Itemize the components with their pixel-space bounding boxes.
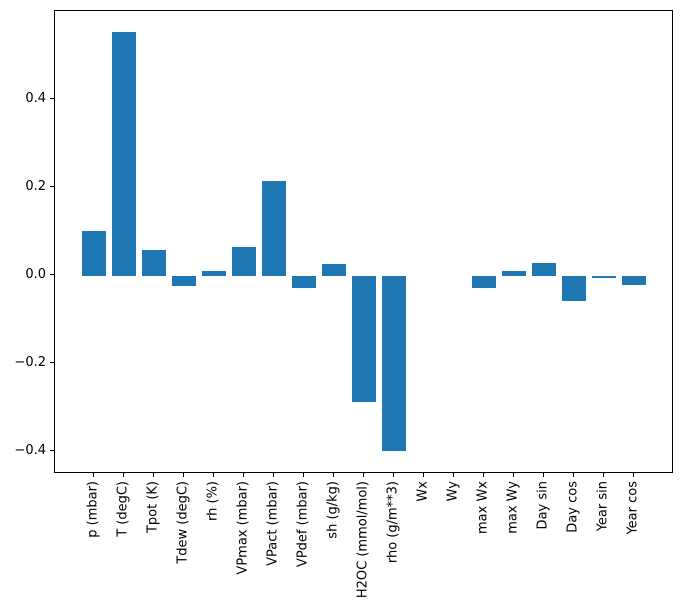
bar-year-sin [592, 275, 616, 278]
x-tick-label-t-degc: T (degC) [115, 481, 131, 537]
y-tick-label: −0.4 [14, 443, 46, 459]
x-tick-mark [602, 473, 604, 477]
x-tick-label-year-sin: Year sin [595, 481, 611, 532]
x-tick-label-vpact-mbar: VPact (mbar) [265, 481, 281, 566]
bar-p-mbar [82, 231, 106, 276]
x-tick-label-wy: Wy [445, 481, 461, 502]
y-tick-mark [50, 362, 54, 364]
x-tick-label-wx: Wx [415, 481, 431, 502]
x-tick-mark [422, 473, 424, 477]
x-tick-mark [272, 473, 274, 477]
bar-rh [202, 271, 226, 276]
y-tick-mark [50, 185, 54, 187]
x-tick-mark [392, 473, 394, 477]
x-tick-mark [212, 473, 214, 477]
bar-sh-g-kg [322, 263, 346, 276]
x-tick-mark [542, 473, 544, 477]
y-tick-label: 0.2 [25, 178, 46, 194]
bar-rho-g-m-3 [382, 275, 406, 451]
y-tick-mark [50, 450, 54, 452]
bar-vpmax-mbar [232, 246, 256, 276]
bar-tdew-degc [172, 275, 196, 287]
y-tick-label: 0.4 [25, 90, 46, 106]
x-tick-mark [92, 473, 94, 477]
x-tick-label-h2oc-mmol-mol: H2OC (mmol/mol) [355, 481, 371, 599]
x-tick-label-max-wx: max Wx [475, 481, 491, 535]
x-tick-mark [122, 473, 124, 477]
x-tick-label-sh-g-kg: sh (g/kg) [325, 481, 341, 539]
plot-area [54, 10, 673, 473]
x-tick-mark [182, 473, 184, 477]
bar-day-cos [562, 275, 586, 302]
bar-t-degc [112, 31, 136, 276]
x-tick-mark [302, 473, 304, 477]
x-tick-label-rh: rh (%) [205, 481, 221, 521]
x-tick-label-vpdef-mbar: VPdef (mbar) [295, 481, 311, 568]
x-tick-mark [512, 473, 514, 477]
x-tick-label-p-mbar: p (mbar) [85, 481, 101, 538]
bar-h2oc-mmol-mol [352, 275, 376, 403]
bar-max-wy [502, 271, 526, 276]
x-tick-mark [482, 473, 484, 477]
bar-max-wx [472, 275, 496, 288]
x-tick-label-day-sin: Day sin [535, 481, 551, 530]
x-tick-mark [632, 473, 634, 477]
x-tick-label-max-wy: max Wy [505, 481, 521, 534]
x-tick-mark [362, 473, 364, 477]
x-tick-label-tpot-k: Tpot (K) [145, 481, 161, 534]
x-tick-label-vpmax-mbar: VPmax (mbar) [235, 481, 251, 575]
x-tick-mark [452, 473, 454, 477]
y-tick-label: −0.2 [14, 355, 46, 371]
y-tick-mark [50, 97, 54, 99]
x-tick-label-year-cos: Year cos [625, 481, 641, 535]
x-tick-mark [152, 473, 154, 477]
x-tick-mark [572, 473, 574, 477]
bar-year-cos [622, 275, 646, 285]
x-tick-mark [242, 473, 244, 477]
x-tick-label-day-cos: Day cos [565, 481, 581, 533]
bar-vpact-mbar [262, 180, 286, 276]
bar-day-sin [532, 263, 556, 276]
bar-vpdef-mbar [292, 275, 316, 289]
y-tick-mark [50, 274, 54, 276]
x-tick-label-tdew-degc: Tdew (degC) [175, 481, 191, 564]
y-tick-label: 0.0 [25, 267, 46, 283]
x-tick-label-rho-g-m-3: rho (g/m**3) [385, 481, 401, 564]
bar-tpot-k [142, 249, 166, 276]
x-tick-mark [332, 473, 334, 477]
